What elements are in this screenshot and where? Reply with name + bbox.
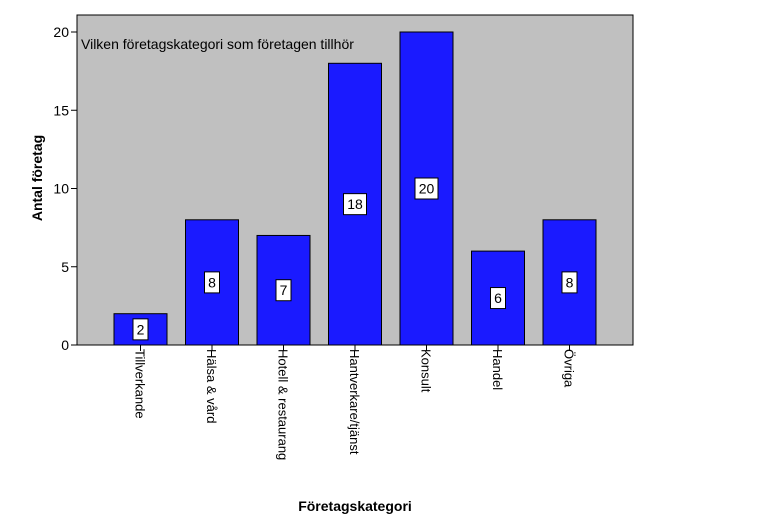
y-axis-title: Antal företag (29, 135, 45, 221)
data-label: 7 (280, 282, 288, 298)
chart-title: Vilken företagskategori som företagen ti… (81, 36, 354, 52)
data-label: 18 (347, 196, 363, 212)
data-label-box (275, 279, 292, 302)
x-tick-label: Konsult (419, 349, 434, 393)
data-label-box (561, 271, 578, 294)
data-label-box (414, 177, 439, 200)
y-tick-label: 5 (61, 259, 69, 275)
y-tick-label: 10 (53, 181, 69, 197)
x-tick-label: Hotell & restaurang (276, 349, 291, 460)
data-label-box (343, 193, 367, 216)
y-tick-label: 0 (61, 337, 69, 353)
data-label: 6 (494, 290, 502, 306)
x-tick-label: Hälsa & vård (204, 349, 219, 423)
data-label-box (204, 271, 220, 294)
x-tick-label: Handel (490, 349, 505, 390)
y-tick-label: 20 (53, 24, 69, 40)
data-label-box (132, 318, 149, 341)
x-axis-title: Företagskategori (298, 498, 412, 514)
x-tick-label: Tillverkande (133, 349, 148, 419)
data-label: 8 (208, 274, 216, 290)
bars-group: 2 8 7 18 20 6 8 (113, 31, 597, 346)
data-label: 2 (137, 321, 145, 337)
data-label: 20 (419, 181, 435, 197)
x-tick-label: Övriga (562, 349, 577, 388)
data-label: 8 (566, 274, 574, 290)
data-label-box (490, 287, 506, 310)
y-axis: 0 5 10 15 20 (53, 24, 77, 353)
x-axis: Tillverkande Hälsa & vård Hotell & restaur… (133, 345, 577, 460)
y-tick-label: 15 (53, 102, 69, 118)
x-tick-label: Hantverkare/tjänst (347, 349, 362, 455)
